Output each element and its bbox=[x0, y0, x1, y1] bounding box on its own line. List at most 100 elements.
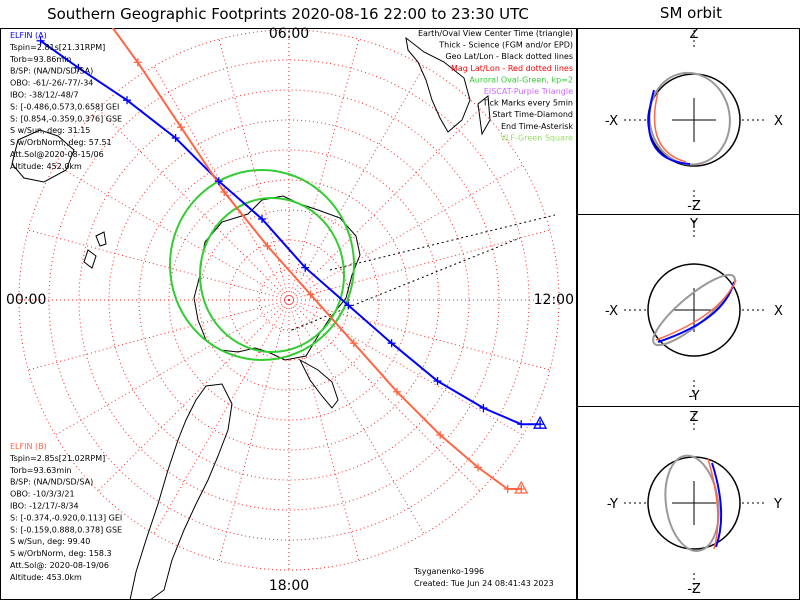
track-tick-mark bbox=[517, 420, 526, 429]
legend-entry: Mag Lat/Lon - Red dotted lines bbox=[451, 64, 573, 73]
auroral-oval-outer bbox=[169, 169, 355, 361]
geo-meridian bbox=[291, 237, 521, 331]
info-line: IBO: -12/17/-8/34 bbox=[10, 502, 79, 511]
info-line: S: [-0.374,-0.920,0.113] GEI bbox=[10, 513, 122, 522]
south-america-outline bbox=[129, 383, 233, 600]
mlt-label-right: 12:00 bbox=[534, 292, 574, 308]
track-line-elfin-a bbox=[40, 39, 541, 426]
track-tick-mark bbox=[344, 301, 353, 310]
info-line: Att.Sol@2020-08-15/06 bbox=[10, 150, 104, 159]
mag-meridian bbox=[218, 299, 290, 561]
info-line: Altitude: 452.0km bbox=[10, 162, 82, 171]
track-tick-mark bbox=[220, 188, 229, 196]
mag-meridian bbox=[28, 299, 290, 371]
mag-latitude-circle bbox=[78, 89, 500, 511]
auroral-oval bbox=[169, 169, 355, 361]
orbit-panel: Z -Z -X X bbox=[605, 27, 783, 214]
track-tick-mark bbox=[133, 58, 142, 67]
footprint-tracks bbox=[40, 28, 541, 490]
track-tick-mark bbox=[214, 177, 223, 186]
elfin-b-info: ELFIN (B) Tspin=2.85s[21.02RPM] Torb=93.63… bbox=[9, 442, 122, 582]
track-tick-mark bbox=[36, 36, 45, 45]
orbit-axis-label: X bbox=[774, 304, 783, 319]
info-line: S w/OrbNorm, deg: 158.3 bbox=[10, 549, 112, 558]
mag-latitude-circle bbox=[138, 149, 440, 451]
orbit-axis-label: Z bbox=[690, 410, 699, 425]
info-line: S w/Sun, deg: 99.40 bbox=[10, 537, 90, 546]
info-line: S: [-0.159,0.888,0.378] GSE bbox=[10, 525, 122, 534]
info-line: B/SP: (NA/ND/SD/SA) bbox=[10, 67, 93, 76]
orbit-axis-label: Z bbox=[690, 27, 699, 42]
earth-circle bbox=[647, 263, 741, 357]
mag-meridian bbox=[288, 164, 524, 301]
mag-latitude-circle bbox=[198, 209, 380, 391]
info-line: OBO: -61/-26/-77/-34 bbox=[10, 79, 93, 88]
mlt-label-top: 06:00 bbox=[269, 26, 309, 42]
created-label: Created: Tue Jun 24 08:41:43 2023 bbox=[414, 579, 554, 588]
orbit-path-elfin-a bbox=[647, 89, 691, 165]
orbit-axis-label: -Z bbox=[687, 199, 701, 214]
orbit-title: SM orbit bbox=[660, 4, 722, 22]
track-tick-mark bbox=[123, 96, 131, 105]
mag-meridian bbox=[153, 299, 290, 535]
orbit-axis-label: Y bbox=[773, 497, 782, 512]
mag-meridian bbox=[288, 108, 481, 301]
legend-entry: VLF-Green Square bbox=[500, 133, 573, 142]
geo-meridian bbox=[329, 214, 556, 271]
orbit-axis-label: Y bbox=[689, 217, 698, 232]
antarctica-outline bbox=[193, 195, 361, 361]
info-line: IBO: -38/12/-48/7 bbox=[10, 91, 79, 100]
info-line: Torb=93.86min bbox=[9, 55, 71, 64]
track-tick-mark bbox=[503, 485, 512, 493]
track-tick-mark bbox=[171, 134, 180, 142]
satellite-name: ELFIN (B) bbox=[10, 442, 47, 451]
antarctic-peninsula-outline bbox=[298, 358, 339, 409]
mag-meridian bbox=[288, 299, 550, 371]
orbit-path-elfin-b bbox=[653, 91, 687, 163]
info-line: Att.Sol@: 2020-08-19/06 bbox=[10, 561, 109, 570]
mag-meridian bbox=[288, 229, 550, 301]
mag-meridian bbox=[288, 299, 481, 492]
track-tick-mark bbox=[301, 263, 310, 272]
track-line-elfin-b bbox=[111, 28, 522, 490]
track-tick-mark bbox=[177, 123, 185, 132]
mag-meridian bbox=[54, 299, 290, 436]
mag-meridian bbox=[97, 299, 290, 492]
mag-meridian bbox=[288, 299, 360, 561]
info-line: Torb=93.63min bbox=[9, 466, 71, 475]
mag-meridian bbox=[288, 39, 360, 301]
mag-latitude-circle bbox=[18, 29, 560, 571]
orbit-path-elfin-b bbox=[655, 279, 737, 341]
mag-meridian bbox=[97, 108, 290, 301]
info-line: OBO: -10/3/3/21 bbox=[10, 490, 75, 499]
orbit-panel: Z -Z -Y Y bbox=[607, 410, 782, 597]
legend-entry: Tick Marks every 5min bbox=[482, 99, 573, 108]
info-line: Altitude: 453.0km bbox=[10, 573, 82, 582]
mag-meridian bbox=[54, 164, 290, 301]
track-tick-mark bbox=[474, 463, 482, 472]
track-tick-mark bbox=[436, 431, 445, 439]
track-tick-mark bbox=[393, 387, 401, 396]
australia-outline bbox=[11, 129, 75, 183]
track-tick-mark bbox=[536, 420, 545, 429]
orbit-panels: Z -Z -X X Y -Y -X X Z -Z -Y Y bbox=[605, 27, 783, 597]
orbit-axis-label: -Z bbox=[687, 582, 701, 597]
satellite-name: ELFIN (A) bbox=[10, 31, 47, 40]
orbit-path-elfin-b bbox=[707, 458, 719, 550]
track-tick-mark bbox=[433, 377, 442, 385]
new-zealand-outline bbox=[83, 231, 107, 269]
track-tick-mark bbox=[349, 339, 358, 348]
elfin-a-info: ELFIN (A) Tspin=2.81s[21.31RPM] Torb=93.86… bbox=[9, 31, 122, 171]
orbit-axis-label: -Y bbox=[688, 389, 699, 404]
mag-latitude-circle bbox=[258, 269, 320, 331]
polar-map bbox=[11, 28, 560, 600]
legend-entry: Geo Lat/Lon - Black dotted lines bbox=[445, 52, 573, 61]
model-label: Tsyganenko-1996 bbox=[413, 567, 484, 576]
orbit-axis-label: -X bbox=[605, 114, 618, 129]
madagascar-outline bbox=[477, 95, 491, 136]
auroral-oval-inner bbox=[199, 197, 345, 353]
orbit-axis-label: -X bbox=[605, 304, 618, 319]
info-line: S: [0.854,-0.359,0.376] GSE bbox=[10, 114, 122, 123]
legend-entry: Auroral Oval-Green, kp=2 bbox=[469, 75, 573, 84]
